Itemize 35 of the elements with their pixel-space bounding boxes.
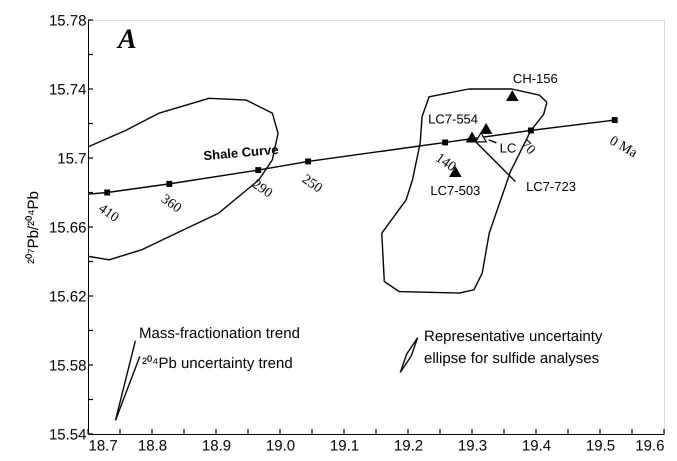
annotation: 0 Ma (606, 134, 640, 162)
x-tick-label: 19.0 (266, 438, 296, 454)
y-tick-label: 15.58 (48, 358, 86, 374)
x-tick-label: 18.7 (88, 438, 118, 454)
y-tick-label: 15.78 (48, 12, 86, 30)
annotation: 70 (517, 137, 538, 158)
annotation: ²⁰⁴Pb uncertainty trend (142, 355, 293, 372)
annotation: LC7-723 (526, 179, 576, 194)
x-tick-label: 19.4 (522, 438, 552, 454)
y-tick-label: 15.66 (48, 220, 86, 236)
annotation: LC7-554 (428, 112, 478, 127)
x-tick-label: 19.3 (458, 438, 488, 454)
x-tick-label: 19.2 (394, 438, 424, 454)
annotation: Representative uncertainty ellipse for sulfide analyses (424, 328, 603, 367)
x-tick-label: 19.6 (635, 438, 664, 454)
y-tick-label: 15.62 (48, 288, 86, 306)
annotation: LC (500, 140, 516, 156)
y-tick-label: 15.54 (48, 426, 86, 444)
x-tick-label: 18.8 (138, 438, 168, 454)
annotation: 250 (298, 172, 325, 196)
y-axis-title: ²⁰⁷Pb/²⁰⁴Pb (24, 191, 42, 264)
annotation: CH-156 (512, 70, 558, 86)
annotation: A (116, 24, 137, 55)
x-tick-label: 19.5 (586, 438, 616, 454)
x-tick-label: 18.9 (202, 438, 232, 454)
y-tick-label: 15.74 (48, 82, 86, 98)
x-tick-label: 19.1 (330, 438, 360, 454)
annotation: 140 (432, 150, 458, 176)
annotation: 360 (158, 192, 184, 216)
annotation: 410 (95, 201, 122, 226)
y-tick-label: 15.7 (57, 150, 86, 168)
annotation: Mass-fractionation trend (139, 325, 300, 342)
annotation: Shale Curve (202, 142, 280, 164)
annotation: LC7-503 (430, 182, 480, 198)
annotation: 290 (249, 176, 275, 202)
